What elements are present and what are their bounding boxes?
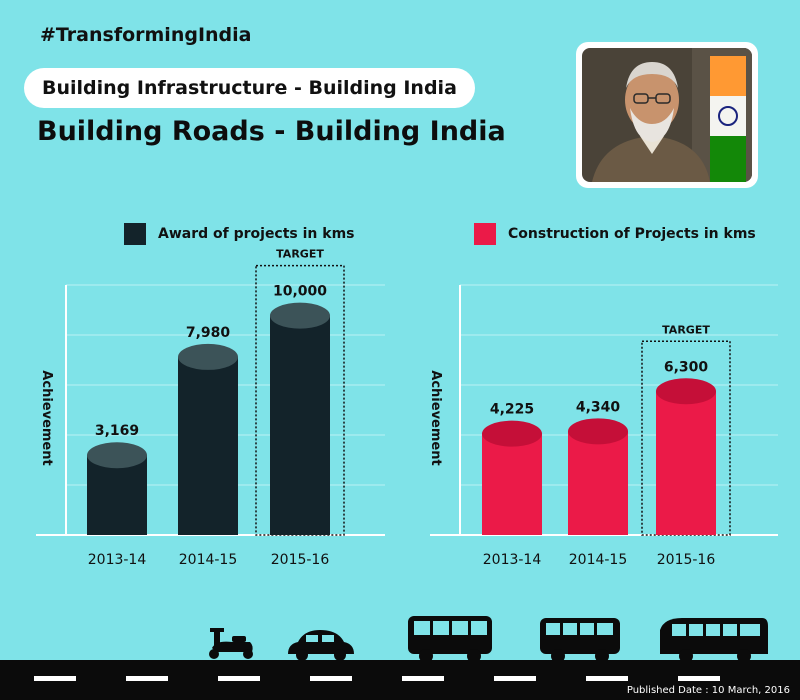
target-label-award: TARGET	[276, 248, 324, 261]
data-label-award: 3,169	[95, 423, 139, 439]
y-axis-label-award: Achievement	[39, 370, 54, 465]
bar-award-2013-14	[87, 455, 147, 535]
coach-icon	[660, 618, 768, 662]
scooter-icon	[209, 628, 253, 659]
legend-construction: Construction of Projects in kms	[474, 223, 756, 245]
tick-label-construction: 2015-16	[657, 552, 716, 568]
portrait-frame	[576, 42, 758, 188]
bar-construction-2014-15	[568, 431, 628, 535]
bar-charts: Achievement 3,169 2013-14 7,980 2014-15 TARGE…	[36, 248, 778, 568]
bar-construction-2013-14	[482, 433, 542, 535]
legend-award: Award of projects in kms	[124, 223, 355, 245]
car-icon	[288, 630, 354, 661]
bar-cap-award-2013-14	[87, 442, 147, 469]
tick-label-award: 2015-16	[271, 552, 330, 568]
vehicles-strip	[209, 616, 768, 662]
tick-label-construction: 2013-14	[483, 552, 542, 568]
bar-cap-construction-2015-16	[656, 378, 716, 405]
legend-swatch-award	[124, 223, 146, 245]
page-title: Building Roads - Building India	[37, 116, 506, 147]
bar-award-2014-15	[178, 356, 238, 535]
road: Published Date : 10 March, 2016	[0, 660, 800, 700]
bus-icon	[408, 616, 492, 662]
lane-markings	[34, 676, 720, 681]
bar-cap-award-2015-16	[270, 302, 330, 329]
legend-swatch-construction	[474, 223, 496, 245]
data-label-award: 7,980	[186, 325, 231, 341]
tick-label-award: 2014-15	[179, 552, 238, 568]
hashtag: #TransformingIndia	[40, 24, 252, 46]
y-axis-label-construction: Achievement	[428, 370, 443, 465]
van-icon	[540, 618, 620, 662]
data-label-award: 10,000	[273, 284, 327, 300]
bar-cap-construction-2013-14	[482, 420, 542, 447]
tick-label-award: 2013-14	[88, 552, 147, 568]
portrait-photo	[582, 48, 752, 182]
legend-label-award: Award of projects in kms	[158, 226, 355, 242]
legend-label-construction: Construction of Projects in kms	[508, 226, 756, 242]
subtitle-pill: Building Infrastructure - Building India	[24, 68, 475, 108]
data-label-construction: 4,225	[490, 402, 534, 418]
published-date: Published Date : 10 March, 2016	[626, 685, 790, 696]
bar-award-2015-16	[270, 315, 330, 535]
bar-cap-construction-2014-15	[568, 418, 628, 445]
target-label-construction: TARGET	[662, 323, 710, 336]
data-label-construction: 6,300	[664, 359, 709, 375]
data-label-construction: 4,340	[576, 399, 621, 415]
tick-label-construction: 2014-15	[569, 552, 628, 568]
bar-construction-2015-16	[656, 391, 716, 535]
bar-cap-award-2014-15	[178, 343, 238, 370]
